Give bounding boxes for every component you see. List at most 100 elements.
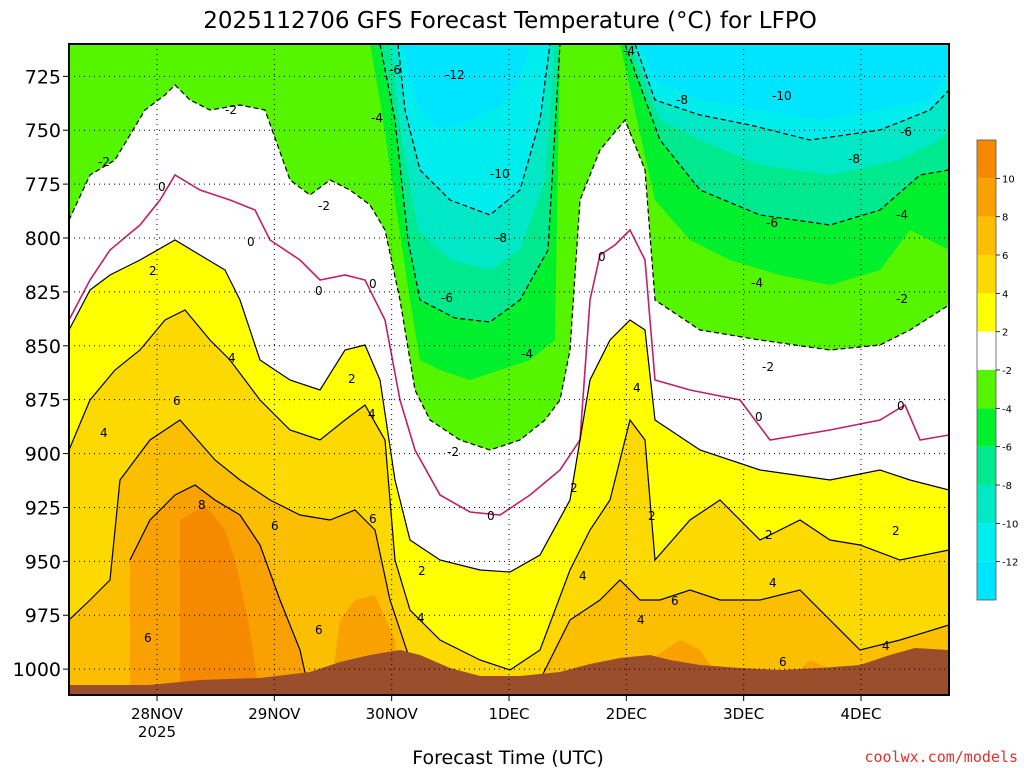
colorbar: 10 8 6 4 2 -2 -4 -6 -8 -10 -12 [976, 139, 1018, 601]
svg-text:2: 2 [892, 524, 900, 538]
svg-text:-4: -4 [371, 111, 383, 125]
colorbar-swatch [977, 178, 996, 217]
colorbar-swatch [977, 293, 996, 332]
y-axis: 725 750 775 800 825 850 875 900 925 950 975 1000 [13, 66, 69, 681]
colorbar-swatch [977, 561, 996, 600]
svg-text:6: 6 [671, 594, 679, 608]
svg-text:4: 4 [579, 569, 587, 583]
y-tick-label: 800 [25, 228, 61, 250]
y-tick-label: 875 [25, 390, 61, 412]
svg-text:4: 4 [417, 611, 425, 625]
svg-text:0: 0 [369, 277, 377, 291]
colorbar-label: -12 [1002, 558, 1018, 569]
svg-text:6: 6 [173, 394, 181, 408]
y-tick-label: 750 [25, 120, 61, 142]
credit-link[interactable]: coolwx.com/models [864, 748, 1018, 766]
svg-text:-6: -6 [441, 291, 453, 305]
colorbar-swatch [977, 523, 996, 562]
svg-text:0: 0 [897, 399, 905, 413]
svg-text:4: 4 [368, 407, 376, 421]
svg-text:0: 0 [315, 284, 323, 298]
svg-text:2: 2 [149, 264, 157, 278]
svg-text:0: 0 [598, 250, 606, 264]
svg-text:-6: -6 [389, 63, 401, 77]
colorbar-swatch [977, 140, 996, 179]
colorbar-swatch [977, 331, 996, 370]
y-tick-label: 925 [25, 497, 61, 519]
x-tick-label: 29NOV [248, 705, 301, 723]
svg-text:0: 0 [755, 410, 763, 424]
svg-text:4: 4 [228, 351, 236, 365]
svg-text:-6: -6 [766, 216, 778, 230]
colorbar-label: 4 [1002, 289, 1008, 300]
colorbar-label: -8 [1002, 481, 1012, 492]
y-tick-label: 900 [25, 444, 61, 466]
svg-text:-2: -2 [896, 292, 908, 306]
svg-text:-10: -10 [490, 167, 510, 181]
svg-text:-10: -10 [772, 89, 792, 103]
svg-text:4: 4 [637, 613, 645, 627]
svg-text:-8: -8 [848, 152, 860, 166]
colorbar-label: -4 [1002, 404, 1012, 415]
y-tick-label: 725 [25, 66, 61, 88]
svg-text:4: 4 [100, 426, 108, 440]
band-10-12 [180, 505, 260, 695]
isotherm-2 [69, 239, 949, 573]
x-tick-label: 30NOV [366, 705, 419, 723]
x-tick-label: 3DEC [723, 705, 764, 723]
svg-text:-4: -4 [521, 347, 533, 361]
contour-lines [69, 44, 949, 695]
colorbar-swatch [977, 370, 996, 409]
isotherm-8 [129, 484, 311, 695]
svg-text:4: 4 [882, 639, 890, 653]
colorbar-swatch [977, 216, 996, 255]
svg-text:6: 6 [315, 623, 323, 637]
svg-text:8: 8 [198, 498, 206, 512]
svg-text:-6: -6 [900, 125, 912, 139]
x-tick-label: 28NOV [131, 705, 184, 723]
svg-text:-2: -2 [318, 199, 330, 213]
terrain-ground [69, 648, 949, 695]
colorbar-label: -2 [1002, 366, 1012, 377]
isotherm-minus-10 [397, 44, 949, 216]
y-tick-label: 825 [25, 282, 61, 304]
svg-text:2: 2 [765, 528, 773, 542]
x-tick-label: 1DEC [488, 705, 529, 723]
svg-text:-2: -2 [225, 103, 237, 117]
svg-text:2: 2 [418, 564, 426, 578]
y-tick-label: 950 [25, 551, 61, 573]
svg-text:6: 6 [144, 631, 152, 645]
svg-text:2: 2 [570, 481, 578, 495]
x-tick-sublabel: 2025 [138, 723, 176, 741]
colorbar-swatch [977, 446, 996, 485]
colorbar-label: 6 [1002, 251, 1008, 262]
y-tick-label: 1000 [13, 659, 61, 681]
svg-text:0: 0 [487, 509, 495, 523]
svg-text:-8: -8 [676, 93, 688, 107]
y-tick-label: 975 [25, 605, 61, 627]
x-axis-label: Forecast Time (UTC) [412, 747, 603, 768]
svg-text:6: 6 [271, 519, 279, 533]
isotherm-minus-6 [379, 44, 949, 323]
svg-text:-4: -4 [896, 208, 908, 222]
isotherm-4 [69, 309, 949, 671]
x-tick-label: 4DEC [840, 705, 881, 723]
svg-text:0: 0 [158, 180, 166, 194]
colorbar-label: -10 [1002, 519, 1018, 530]
contour-labels: -2 -2 -2 -2 -2 -2 -4 -4 -4 -4 -4 -6 -6 -… [98, 44, 912, 669]
isotherm-zero [69, 173, 949, 516]
colorbar-label: 8 [1002, 213, 1008, 224]
svg-text:-2: -2 [762, 360, 774, 374]
svg-text:2: 2 [648, 509, 656, 523]
svg-text:2: 2 [348, 372, 356, 386]
colorbar-swatch [977, 408, 996, 447]
colorbar-label: 2 [1002, 328, 1008, 339]
svg-text:6: 6 [369, 512, 377, 526]
grid-lines [69, 44, 949, 695]
svg-text:-2: -2 [447, 445, 459, 459]
svg-text:6: 6 [779, 655, 787, 669]
y-tick-label: 850 [25, 336, 61, 358]
plot-area: -2 -2 -2 -2 -2 -2 -4 -4 -4 -4 -4 -6 -6 -… [69, 44, 949, 695]
